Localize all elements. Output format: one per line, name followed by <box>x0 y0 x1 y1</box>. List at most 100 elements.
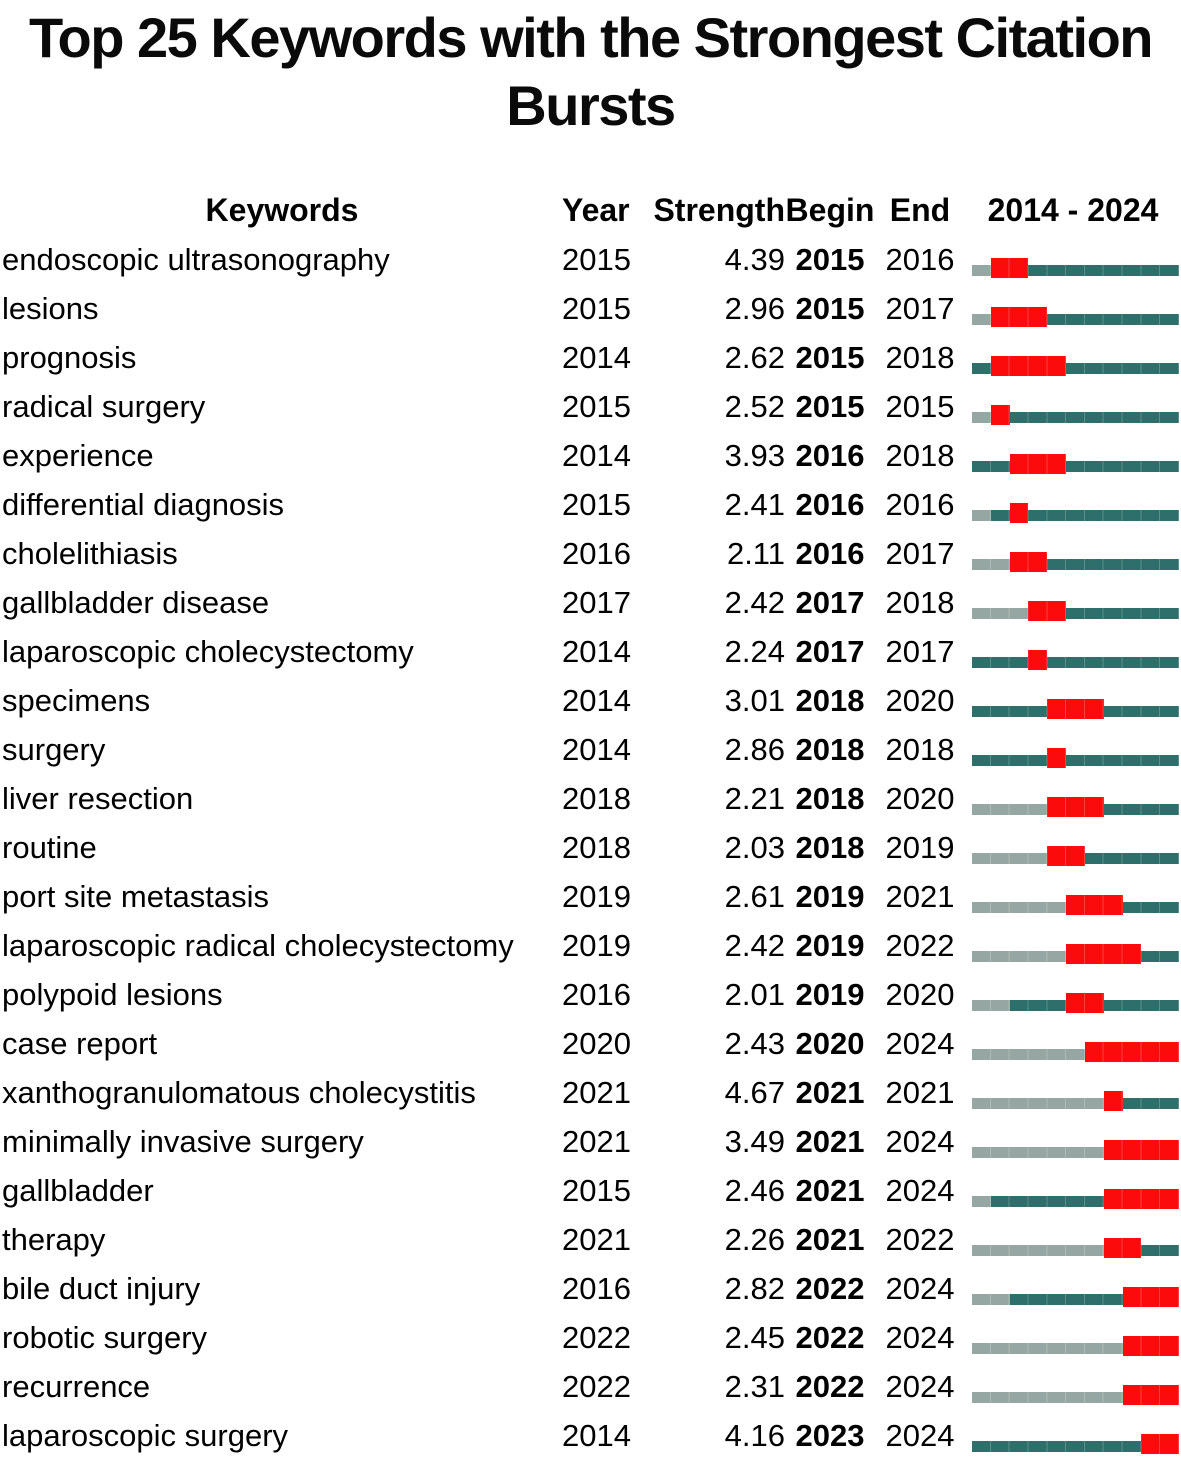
begin-cell: 2018 <box>795 780 865 816</box>
table-row: prognosis 2014 2.62 2015 2018 <box>0 333 1181 382</box>
year-cell: 2014 <box>562 731 631 767</box>
begin-cell: 2015 <box>795 339 865 375</box>
table-row: laparoscopic cholecystectomy 2014 2.24 2… <box>0 627 1181 676</box>
year-cell: 2015 <box>562 486 631 522</box>
year-cell: 2021 <box>562 1123 631 1159</box>
table-row: specimens 2014 3.01 2018 2020 <box>0 676 1181 725</box>
burst-timeline-bar <box>972 1090 1179 1111</box>
year-cell: 2014 <box>562 437 631 473</box>
begin-cell: 2016 <box>795 486 865 522</box>
column-header-strength: Strength <box>653 192 785 228</box>
keyword-cell: liver resection <box>2 780 194 816</box>
year-cell: 2015 <box>562 388 631 424</box>
end-cell: 2024 <box>885 1270 955 1306</box>
end-cell: 2020 <box>885 976 955 1012</box>
table-row: experience 2014 3.93 2016 2018 <box>0 431 1181 480</box>
keyword-cell: laparoscopic cholecystectomy <box>2 633 414 669</box>
strength-cell: 2.46 <box>724 1172 785 1208</box>
end-cell: 2021 <box>885 878 955 914</box>
year-cell: 2015 <box>562 1172 631 1208</box>
end-cell: 2021 <box>885 1074 955 1110</box>
figure-title: Top 25 Keywords with the Strongest Citat… <box>29 6 1153 137</box>
keyword-cell: minimally invasive surgery <box>2 1123 364 1159</box>
begin-cell: 2015 <box>795 290 865 326</box>
end-cell: 2018 <box>885 731 955 767</box>
strength-cell: 2.86 <box>724 731 785 767</box>
strength-cell: 2.82 <box>724 1270 785 1306</box>
keyword-cell: case report <box>2 1025 158 1061</box>
burst-table: Keywords Year Strength Begin End 2014 - … <box>0 186 1181 1460</box>
strength-cell: 2.24 <box>724 633 785 669</box>
year-cell: 2020 <box>562 1025 631 1061</box>
column-header-end: End <box>889 192 951 228</box>
strength-cell: 4.16 <box>724 1417 785 1453</box>
keyword-cell: recurrence <box>2 1368 151 1404</box>
strength-cell: 2.42 <box>724 927 785 963</box>
strength-cell: 3.49 <box>724 1123 785 1159</box>
strength-cell: 2.03 <box>724 829 785 865</box>
strength-cell: 2.61 <box>724 878 785 914</box>
keyword-cell: robotic surgery <box>2 1319 208 1355</box>
begin-cell: 2023 <box>795 1417 865 1453</box>
end-cell: 2020 <box>885 780 955 816</box>
begin-cell: 2019 <box>795 927 865 963</box>
burst-timeline-bar <box>972 894 1179 915</box>
strength-cell: 2.42 <box>724 584 785 620</box>
end-cell: 2022 <box>885 1221 955 1257</box>
year-cell: 2018 <box>562 829 631 865</box>
end-cell: 2024 <box>885 1319 955 1355</box>
year-cell: 2019 <box>562 927 631 963</box>
strength-cell: 2.45 <box>724 1319 785 1355</box>
year-cell: 2016 <box>562 1270 631 1306</box>
keyword-cell: bile duct injury <box>2 1270 201 1306</box>
begin-cell: 2021 <box>795 1123 865 1159</box>
begin-cell: 2019 <box>795 976 865 1012</box>
burst-timeline-bar <box>972 747 1179 768</box>
year-cell: 2014 <box>562 682 631 718</box>
burst-timeline-bar <box>972 1041 1179 1062</box>
strength-cell: 2.96 <box>724 290 785 326</box>
table-row: laparoscopic surgery 2014 4.16 2023 2024 <box>0 1411 1181 1460</box>
column-header-keywords: Keywords <box>205 192 359 228</box>
year-cell: 2017 <box>562 584 631 620</box>
table-row: laparoscopic radical cholecystectomy 201… <box>0 921 1181 970</box>
year-cell: 2015 <box>562 290 631 326</box>
table-row: xanthogranulomatous cholecystitis 2021 4… <box>0 1068 1181 1117</box>
table-row: port site metastasis 2019 2.61 2019 2021 <box>0 872 1181 921</box>
end-cell: 2019 <box>885 829 955 865</box>
strength-cell: 2.62 <box>724 339 785 375</box>
keyword-cell: gallbladder disease <box>2 584 270 620</box>
table-row: gallbladder 2015 2.46 2021 2024 <box>0 1166 1181 1215</box>
year-cell: 2021 <box>562 1221 631 1257</box>
burst-timeline-bar <box>972 453 1179 474</box>
begin-cell: 2018 <box>795 829 865 865</box>
strength-cell: 2.41 <box>724 486 785 522</box>
begin-cell: 2022 <box>795 1319 865 1355</box>
begin-cell: 2018 <box>795 731 865 767</box>
begin-cell: 2016 <box>795 437 865 473</box>
keyword-cell: specimens <box>2 682 151 718</box>
end-cell: 2018 <box>885 339 955 375</box>
strength-cell: 2.11 <box>726 535 785 571</box>
table-row: differential diagnosis 2015 2.41 2016 20… <box>0 480 1181 529</box>
burst-timeline-bar <box>972 502 1179 523</box>
table-row: robotic surgery 2022 2.45 2022 2024 <box>0 1313 1181 1362</box>
end-cell: 2017 <box>885 633 955 669</box>
table-row: surgery 2014 2.86 2018 2018 <box>0 725 1181 774</box>
burst-timeline-bar <box>972 257 1179 278</box>
begin-cell: 2020 <box>795 1025 865 1061</box>
table-row: lesions 2015 2.96 2015 2017 <box>0 284 1181 333</box>
begin-cell: 2021 <box>795 1172 865 1208</box>
strength-cell: 2.31 <box>724 1368 785 1404</box>
table-header-row: Keywords Year Strength Begin End 2014 - … <box>0 186 1181 235</box>
keyword-cell: radical surgery <box>2 388 206 424</box>
burst-timeline-bar <box>972 1188 1179 1209</box>
table-row: routine 2018 2.03 2018 2019 <box>0 823 1181 872</box>
keyword-cell: routine <box>2 829 97 865</box>
begin-cell: 2015 <box>795 388 865 424</box>
year-cell: 2014 <box>562 633 631 669</box>
keyword-cell: port site metastasis <box>2 878 270 914</box>
table-row: therapy 2021 2.26 2021 2022 <box>0 1215 1181 1264</box>
keyword-cell: gallbladder <box>2 1172 154 1208</box>
begin-cell: 2017 <box>795 633 865 669</box>
